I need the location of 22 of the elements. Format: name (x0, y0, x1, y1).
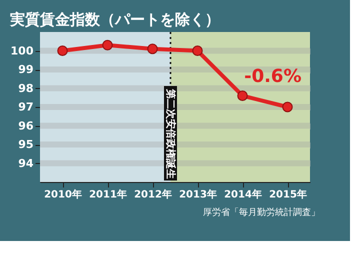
y-tick-label: 99 (18, 63, 34, 76)
y-tick-label: 95 (18, 138, 34, 151)
y-tick-label: 97 (18, 100, 34, 114)
y-tick-label: 94 (18, 156, 34, 170)
y-tick-label: 100 (10, 44, 34, 58)
x-tick-label: 2015年 (269, 188, 307, 200)
text: 厚労省「毎月勤労統計調査」 (203, 207, 320, 218)
x-tick-label: 2014年 (224, 188, 262, 200)
x-tick-label: 2012年 (134, 188, 172, 200)
point (102, 40, 113, 50)
annotation: -0.6% (244, 66, 302, 87)
point (282, 102, 293, 112)
point (237, 90, 248, 101)
x-tick-label: 2010年 (44, 188, 82, 200)
point (192, 46, 203, 56)
chart-title: 実質賃金指数（パートを除く） (9, 10, 220, 28)
x-tick-label: 2013年 (179, 188, 217, 200)
point (57, 46, 68, 56)
x-tick-label: 2011年 (89, 188, 127, 200)
y-tick-label: 96 (18, 119, 34, 132)
point (147, 44, 158, 54)
y-tick-label: 98 (18, 82, 34, 95)
